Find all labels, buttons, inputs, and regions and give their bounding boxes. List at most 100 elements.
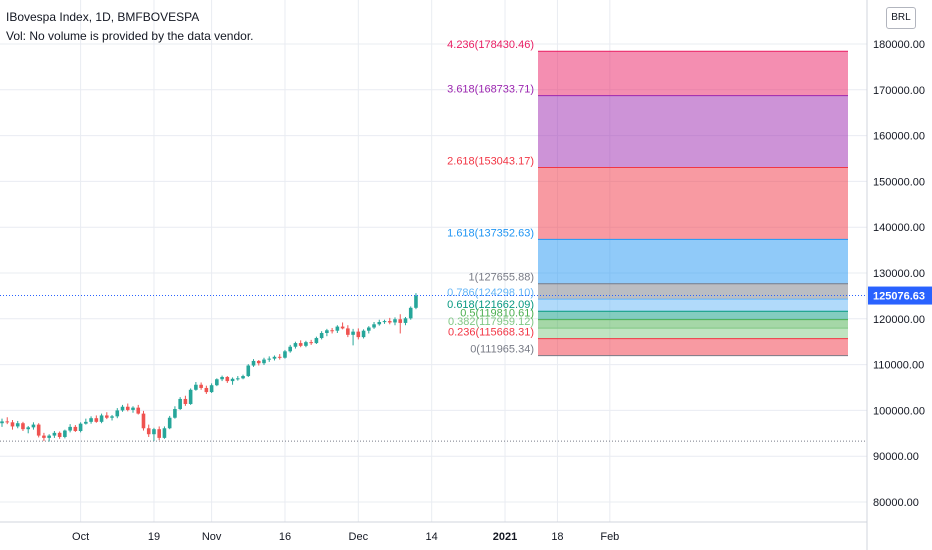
fib-zone <box>538 338 848 356</box>
candle-body <box>241 376 245 379</box>
candle-body <box>84 421 88 424</box>
candle-body <box>225 376 230 382</box>
fib-zone <box>538 239 848 284</box>
candle-body <box>188 389 193 404</box>
candle-body <box>94 418 99 422</box>
time-tick-label: 19 <box>148 531 160 543</box>
price-tick-label: 150000.00 <box>873 176 925 188</box>
candle-body <box>21 423 25 430</box>
candle-body <box>173 409 177 418</box>
candle-body <box>393 319 397 323</box>
candle-body <box>131 407 135 410</box>
candle-body <box>272 356 277 359</box>
candle-body <box>36 424 41 436</box>
volume-note: Vol: No volume is provided by the data v… <box>6 29 254 43</box>
candle-body <box>183 398 188 404</box>
currency-button[interactable]: BRL <box>886 7 916 29</box>
candle-body <box>346 328 350 335</box>
candle-body <box>351 331 355 335</box>
candle-body <box>204 387 209 393</box>
price-tick-label: 180000.00 <box>873 39 925 51</box>
fib-level-label: 0.618(121662.09) <box>447 299 534 311</box>
candle-body <box>236 378 240 380</box>
candle-body <box>199 384 203 388</box>
candle-body <box>42 435 46 438</box>
candle-body <box>298 343 303 346</box>
candle-body <box>267 358 272 360</box>
time-tick-label: Feb <box>600 531 619 543</box>
candle-body <box>120 406 125 411</box>
candle-body <box>152 429 156 435</box>
candle-body <box>68 426 72 431</box>
candle-body <box>105 415 109 418</box>
candle-body <box>63 430 67 437</box>
candle-body <box>47 435 51 438</box>
time-tick-label: 18 <box>551 531 563 543</box>
candle-body <box>262 359 266 364</box>
candle-body <box>10 422 15 427</box>
candle-body <box>220 376 224 380</box>
candle-body <box>31 424 36 428</box>
candle-body <box>309 342 313 344</box>
candle-body <box>288 346 292 352</box>
candle-body <box>340 326 345 329</box>
candle-body <box>367 327 371 331</box>
candle-body <box>162 428 167 438</box>
fib-zone <box>538 311 848 320</box>
candle-body <box>89 418 93 422</box>
candle-body <box>325 330 329 333</box>
candle-body <box>277 356 282 358</box>
fib-zone <box>538 328 848 339</box>
candle-body <box>52 432 57 436</box>
candle-body <box>382 321 387 323</box>
last-price-badge <box>868 286 932 305</box>
fib-zone <box>538 51 848 96</box>
fib-level-label: 0.236(115668.31) <box>448 327 534 339</box>
candle-body <box>141 413 146 429</box>
fib-level-label: 2.618(153043.17) <box>447 155 534 167</box>
candle-body <box>15 423 20 427</box>
candle-body <box>146 428 151 435</box>
candle-body <box>387 321 392 323</box>
candle-body <box>194 384 198 390</box>
fib-level-label: 0(111965.34) <box>470 344 534 356</box>
candle-body <box>26 427 30 430</box>
fib-zone <box>538 167 848 240</box>
candle-body <box>256 360 261 364</box>
candle-body <box>57 432 62 437</box>
chart-legend: IBovespa Index, 1D, BMFBOVESPA Vol: No v… <box>6 8 253 46</box>
price-tick-label: 160000.00 <box>873 131 925 143</box>
candle-body <box>110 416 114 418</box>
time-tick-label: Dec <box>349 531 369 543</box>
fib-level-label: 0.382(117959.12) <box>448 316 534 328</box>
candle-body <box>414 295 418 308</box>
candle-body <box>398 319 403 323</box>
candle-body <box>0 421 4 424</box>
candle-body <box>115 410 120 417</box>
candle-body <box>319 332 324 339</box>
fib-zone <box>538 95 848 168</box>
candle-body <box>335 326 340 331</box>
price-tick-label: 140000.00 <box>873 222 925 234</box>
fib-level-label: 4.236(178430.46) <box>447 39 534 51</box>
candle-body <box>78 423 83 432</box>
fib-zone <box>538 283 848 300</box>
candle-body <box>230 378 235 382</box>
price-tick-label: 170000.00 <box>873 85 925 97</box>
fib-level-label: 1.618(137352.63) <box>447 227 534 239</box>
fib-level-label: 1(127655.88) <box>469 272 534 284</box>
candle-body <box>125 406 130 410</box>
time-tick-label: 2021 <box>493 531 517 543</box>
symbol-title: IBovespa Index, 1D, BMFBOVESPA <box>6 10 200 24</box>
candle-body <box>215 379 219 386</box>
fib-level-label: 3.618(168733.71) <box>447 84 534 96</box>
time-tick-label: 16 <box>279 531 291 543</box>
price-tick-label: 110000.00 <box>873 360 924 372</box>
fib-level-label: 0.5(119810.61) <box>460 308 534 320</box>
candle-body <box>167 417 172 429</box>
candle-body <box>178 398 182 410</box>
candle-body <box>73 426 78 432</box>
candle-body <box>304 342 308 346</box>
